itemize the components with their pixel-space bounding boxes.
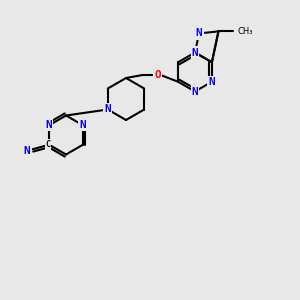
Text: N: N xyxy=(192,47,198,58)
Text: N: N xyxy=(80,120,86,130)
Text: N: N xyxy=(45,120,52,130)
Text: N: N xyxy=(208,77,215,87)
Text: N: N xyxy=(24,146,31,156)
Text: C: C xyxy=(45,140,50,149)
Text: N: N xyxy=(196,28,202,38)
Text: CH₃: CH₃ xyxy=(238,27,254,36)
Text: O: O xyxy=(154,70,161,80)
Text: N: N xyxy=(192,86,198,97)
Text: N: N xyxy=(104,104,111,115)
